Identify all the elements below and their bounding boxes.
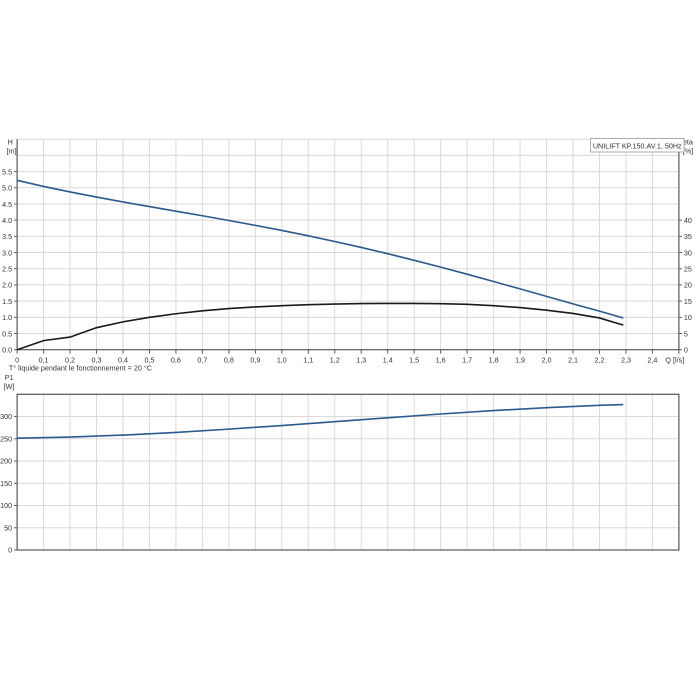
svg-text:1,0: 1,0	[277, 356, 287, 365]
svg-text:5.0: 5.0	[2, 184, 12, 193]
svg-text:UNILIFT KP.150.AV.1, 50Hz: UNILIFT KP.150.AV.1, 50Hz	[593, 141, 682, 150]
svg-text:Q [l/s]: Q [l/s]	[665, 356, 684, 365]
svg-text:4.0: 4.0	[2, 216, 12, 225]
svg-text:1,7: 1,7	[462, 356, 472, 365]
svg-text:1,9: 1,9	[515, 356, 525, 365]
svg-text:0: 0	[684, 346, 688, 355]
svg-text:P1: P1	[5, 373, 14, 382]
svg-text:20: 20	[684, 281, 692, 290]
svg-text:5: 5	[684, 329, 688, 338]
svg-text:0,8: 0,8	[224, 356, 234, 365]
svg-text:2,4: 2,4	[647, 356, 657, 365]
svg-text:50: 50	[4, 523, 12, 532]
svg-text:40: 40	[684, 216, 692, 225]
svg-text:0,6: 0,6	[171, 356, 181, 365]
svg-text:2,1: 2,1	[568, 356, 578, 365]
svg-text:300: 300	[0, 412, 12, 421]
svg-text:1,2: 1,2	[330, 356, 340, 365]
svg-text:0.5: 0.5	[2, 329, 12, 338]
svg-text:5.5: 5.5	[2, 167, 12, 176]
svg-text:1,8: 1,8	[489, 356, 499, 365]
svg-text:100: 100	[0, 501, 12, 510]
svg-text:250: 250	[0, 434, 12, 443]
svg-text:0,7: 0,7	[197, 356, 207, 365]
svg-text:4.5: 4.5	[2, 200, 12, 209]
svg-text:H: H	[8, 138, 13, 147]
svg-text:1,6: 1,6	[436, 356, 446, 365]
svg-text:0: 0	[8, 546, 12, 555]
svg-text:150: 150	[0, 479, 12, 488]
svg-text:[%]: [%]	[683, 147, 693, 156]
svg-text:1,1: 1,1	[303, 356, 313, 365]
svg-text:3.0: 3.0	[2, 248, 12, 257]
svg-text:1,3: 1,3	[356, 356, 366, 365]
svg-text:1.5: 1.5	[2, 297, 12, 306]
svg-text:200: 200	[0, 457, 12, 466]
svg-text:30: 30	[684, 248, 692, 257]
svg-text:25: 25	[684, 265, 692, 274]
svg-text:2,3: 2,3	[621, 356, 631, 365]
svg-text:2.0: 2.0	[2, 281, 12, 290]
svg-text:15: 15	[684, 297, 692, 306]
svg-text:3.5: 3.5	[2, 232, 12, 241]
svg-text:[W]: [W]	[4, 382, 15, 391]
svg-text:2,0: 2,0	[542, 356, 552, 365]
svg-text:T° liquide pendant le fonction: T° liquide pendant le fonctionnement = 2…	[9, 364, 152, 373]
svg-text:10: 10	[684, 313, 692, 322]
svg-text:0.0: 0.0	[2, 346, 12, 355]
svg-text:2,2: 2,2	[594, 356, 604, 365]
svg-text:1,4: 1,4	[383, 356, 393, 365]
svg-text:2.5: 2.5	[2, 265, 12, 274]
svg-text:eta: eta	[683, 138, 693, 147]
svg-text:1.0: 1.0	[2, 313, 12, 322]
svg-text:1,5: 1,5	[409, 356, 419, 365]
svg-text:0,9: 0,9	[250, 356, 260, 365]
svg-text:35: 35	[684, 232, 692, 241]
svg-text:[m]: [m]	[7, 147, 17, 156]
